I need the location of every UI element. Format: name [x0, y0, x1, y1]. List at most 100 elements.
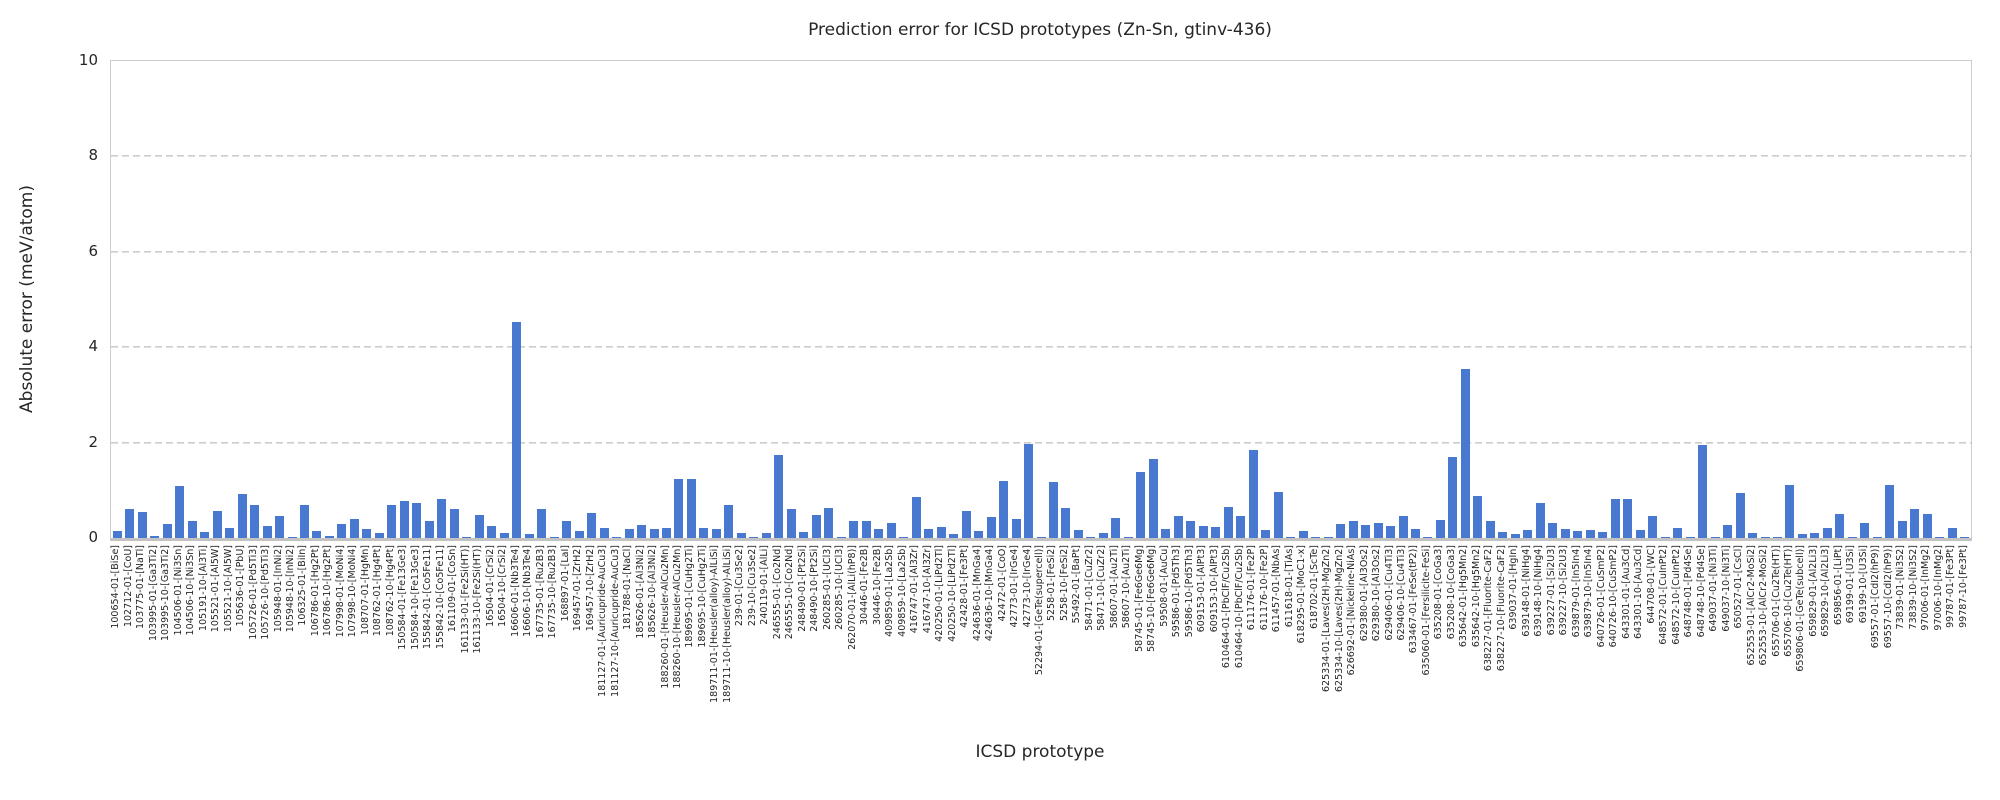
x-tick-label: 420250-01-[LiPd2Tl]: [934, 545, 946, 642]
bar: [1336, 523, 1346, 538]
bar: [1123, 537, 1133, 538]
x-tick-label: 99787-10-[Fe3Pt]: [1957, 545, 1969, 628]
bar: [1885, 485, 1895, 538]
bar: [524, 533, 534, 538]
bar: [662, 527, 671, 538]
x-tick-label: 155842-10-[Co5Fe11]: [434, 545, 446, 649]
bar: [574, 531, 584, 538]
x-tick-label: 659829-01-[Al2Li3]: [1807, 545, 1819, 637]
bar: [1086, 537, 1096, 538]
x-tick-label: 168897-01-[LaI]: [559, 545, 571, 622]
bar: [1136, 471, 1146, 538]
gridline-y2: [111, 441, 1971, 444]
bar: [1673, 527, 1683, 538]
x-tick-label: 59586-10-[Pd5Th3]: [1183, 545, 1195, 638]
bar: [961, 511, 971, 538]
x-tick-label: 73839-10-[Ni3S2]: [1907, 545, 1919, 630]
x-tick-label: 648748-10-[Pd4Se]: [1695, 545, 1707, 638]
bar: [262, 526, 272, 538]
bar: [674, 478, 684, 538]
bar: [874, 528, 884, 538]
x-tick-label: 59508-01-[AuCu]: [1158, 545, 1170, 627]
x-tick-label: 246555-01-[Co2Nd]: [771, 545, 783, 640]
x-tick-label: 69199-10-[U3Si]: [1857, 545, 1869, 624]
x-tick-label: 635642-01-[Hg5Mn2]: [1458, 545, 1470, 648]
x-tick-label: 185626-10-[Al3Ni2]: [647, 545, 659, 639]
bar: [1560, 529, 1570, 538]
x-tick-label: 105636-01-[PbU]: [235, 545, 247, 627]
plot-area: [110, 60, 1972, 541]
bar: [1361, 524, 1371, 538]
x-tick-label: 106325-01-[BiIn]: [297, 545, 309, 626]
bar: [200, 532, 210, 538]
chart-title: Prediction error for ICSD prototypes (Zn…: [808, 20, 1272, 40]
x-tick-label: 248490-01-[Pt2Si]: [796, 545, 808, 632]
y-tick-label-0: 0: [88, 528, 98, 546]
x-tick-label: 626692-01-[Nickeline-NiAs]: [1346, 545, 1358, 676]
bar: [1161, 528, 1171, 538]
bar: [487, 525, 497, 538]
bar: [1860, 522, 1870, 538]
bar: [1098, 533, 1108, 538]
x-tick-label: 16504-10-[CrSi2]: [497, 545, 509, 627]
bar: [1073, 530, 1083, 538]
x-tick-label: 161109-01-[CoSn]: [447, 545, 459, 633]
bar: [1435, 520, 1445, 538]
bar: [824, 508, 834, 538]
bar: [225, 528, 235, 538]
bar: [1523, 530, 1533, 538]
x-tick-label: 633467-01-[FeSe(tP2)]: [1408, 545, 1420, 654]
x-tick-label: 97006-10-[InMg2]: [1932, 545, 1944, 631]
x-tick-label: 659829-10-[Al2Li3]: [1820, 545, 1832, 637]
x-tick-label: 611176-10-[Fe2P]: [1258, 545, 1270, 631]
bar: [974, 531, 984, 538]
x-tick-label: 42773-01-[IrGe4]: [1009, 545, 1021, 628]
x-tick-label: 640726-10-[CuSmP2]: [1608, 545, 1620, 648]
bar: [250, 504, 260, 538]
x-tick-label: 639148-10-[NiHg4]: [1533, 545, 1545, 637]
x-tick-label: 635208-10-[CoGa3]: [1445, 545, 1457, 640]
x-tick-label: 246555-10-[Co2Nd]: [784, 545, 796, 640]
x-tick-label: 52294-01-[GeTe(supercell)]: [1034, 545, 1045, 676]
bar: [362, 529, 372, 538]
x-tick-label: 652553-01-[AlCr2-MoSi2]: [1745, 545, 1757, 666]
bar: [911, 497, 921, 538]
x-tick-label: 100654-01-[BiSe]: [110, 545, 122, 629]
bar: [986, 517, 996, 538]
x-tick-label: 649037-01-[Ni3Ti]: [1708, 545, 1720, 632]
bar: [1298, 530, 1308, 538]
x-tick-label: 69557-10-[CdI2(hP9)]: [1882, 545, 1894, 649]
x-tick-label: 105521-10-[Al5W]: [222, 545, 234, 633]
bar: [949, 533, 959, 538]
x-tick-label: 102712-01-[CoU]: [122, 545, 134, 628]
x-tick-label: 420250-10-[LiPd2Tl]: [946, 545, 958, 642]
gridline-y6: [111, 250, 1971, 253]
bar: [736, 532, 746, 538]
x-tick-label: 107998-01-[MoNi4]: [334, 545, 346, 638]
x-tick-label: 640726-01-[CuSmP2]: [1595, 545, 1607, 648]
x-tick-label: 169457-01-[ZrH2]: [572, 545, 584, 632]
bar: [1773, 537, 1782, 538]
x-tick-label: 625334-10-[Laves(2H)-MgZn2]: [1333, 545, 1345, 692]
bar: [212, 510, 222, 538]
bar: [275, 515, 285, 538]
bar: [1585, 530, 1595, 538]
x-tick-label: 424636-01-[MnGa4]: [971, 545, 983, 642]
bar: [562, 521, 572, 538]
bar: [1448, 457, 1458, 538]
bar: [1847, 537, 1857, 538]
x-tick-label: 189711-10-[Heusler(alloy)-AlLiSi]: [721, 545, 733, 703]
x-tick-label: 609153-10-[AlPt3]: [1208, 545, 1220, 633]
x-tick-label: 635642-10-[Hg5Mn2]: [1470, 545, 1482, 648]
x-tick-label: 648572-10-[CuInPt2]: [1670, 545, 1682, 645]
x-tick-label: 643301-01-[Au3Cd]: [1620, 545, 1632, 639]
bar: [1723, 524, 1733, 538]
bar: [474, 514, 484, 538]
x-tick-label: 167735-10-[Ru2B3]: [547, 545, 559, 639]
bar: [699, 527, 709, 538]
bar: [424, 521, 434, 538]
x-tick-label: 611457-01-[NbAs]: [1271, 545, 1283, 633]
x-tick-label: 161133-10-[Fe2Si(HT)]: [472, 545, 484, 654]
gridline-y8: [111, 155, 1971, 158]
bar: [886, 522, 896, 538]
